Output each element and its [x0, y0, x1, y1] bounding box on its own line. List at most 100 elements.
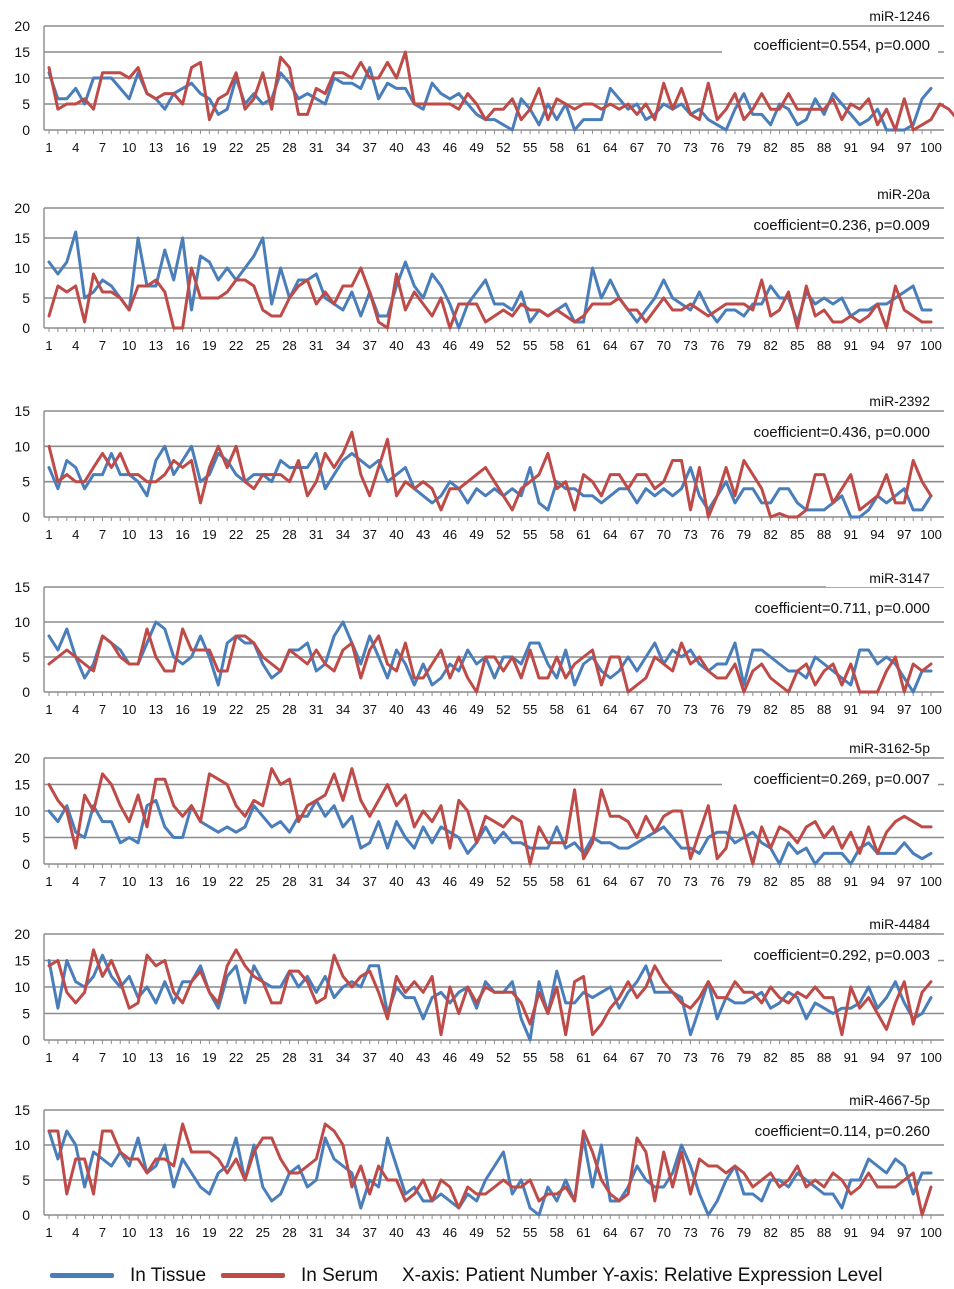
x-tick-label: 58 [550, 338, 564, 353]
x-tick-label: 4 [72, 702, 79, 717]
legend: In Tissue In Serum X-axis: Patient Numbe… [0, 1262, 954, 1289]
x-tick-label: 73 [683, 1225, 697, 1240]
chart-title: miR-4667-5p [849, 1092, 930, 1108]
x-tick-label: 79 [737, 1050, 751, 1065]
x-tick-label: 64 [603, 702, 617, 717]
series-line-serum [47, 948, 933, 1037]
x-tick-label: 10 [122, 1225, 136, 1240]
chart-panel: 0 5 10 15 20 1 4 7 10 13 16 19 22 25 28 31 34 37 40 43 46 49 5… [14, 8, 954, 155]
series-line-tissue [47, 953, 933, 1042]
x-tick-label: 64 [603, 874, 617, 889]
x-tick-label: 70 [656, 702, 670, 717]
x-tick-label: 67 [630, 338, 644, 353]
x-tick-label: 46 [443, 702, 457, 717]
x-tick-label: 19 [202, 140, 216, 155]
x-tick-label: 31 [309, 338, 323, 353]
annotation-background [722, 946, 938, 965]
chart-title: miR-3162-5p [849, 740, 930, 756]
annotation-background [722, 1122, 938, 1141]
series-line-serum [47, 1122, 933, 1217]
title-background [826, 8, 944, 25]
legend-label-serum: In Serum [301, 1264, 379, 1286]
x-tick-label: 40 [389, 140, 403, 155]
y-tick-label: 20 [14, 926, 30, 942]
y-tick-label: 15 [14, 44, 30, 60]
chart-annotation: coefficient=0.292, p=0.003 [753, 947, 930, 964]
y-tick-label: 5 [22, 290, 30, 306]
x-tick-label: 79 [737, 702, 751, 717]
x-tick-label: 49 [469, 1050, 483, 1065]
x-tick-label: 61 [576, 1225, 590, 1240]
x-tick-label: 1 [45, 1225, 52, 1240]
x-tick-label: 49 [469, 140, 483, 155]
y-tick-label: 5 [22, 649, 30, 665]
x-tick-label: 10 [122, 140, 136, 155]
chart-panel: 0 5 10 15 20 1 4 7 10 13 16 19 22 25 28 31 34 37 40 43 46 49 5… [14, 186, 944, 353]
x-tick-label: 73 [683, 702, 697, 717]
x-tick-label: 94 [870, 338, 884, 353]
x-tick-label: 43 [416, 140, 430, 155]
x-tick-label: 52 [496, 1225, 510, 1240]
x-tick-label: 16 [175, 702, 189, 717]
x-tick-label: 70 [656, 874, 670, 889]
x-tick-label: 61 [576, 338, 590, 353]
x-tick-label: 100 [920, 702, 942, 717]
x-tick-label: 88 [817, 338, 831, 353]
x-tick-label: 40 [389, 527, 403, 542]
series-line-serum [47, 430, 933, 519]
x-tick-label: 22 [229, 527, 243, 542]
x-tick-label: 22 [229, 338, 243, 353]
x-tick-label: 88 [817, 702, 831, 717]
x-tick-label: 31 [309, 527, 323, 542]
x-tick-label: 25 [256, 702, 270, 717]
x-tick-label: 55 [523, 140, 537, 155]
legend-item-tissue: In Tissue [50, 1262, 206, 1289]
x-tick-label: 76 [710, 140, 724, 155]
x-tick-label: 46 [443, 338, 457, 353]
title-background [826, 393, 944, 410]
x-tick-label: 25 [256, 140, 270, 155]
x-tick-label: 28 [282, 338, 296, 353]
x-tick-label: 70 [656, 1225, 670, 1240]
x-tick-label: 13 [149, 1050, 163, 1065]
x-tick-label: 73 [683, 527, 697, 542]
x-tick-label: 94 [870, 527, 884, 542]
x-tick-label: 4 [72, 140, 79, 155]
x-tick-label: 55 [523, 527, 537, 542]
x-tick-label: 13 [149, 702, 163, 717]
chart-title: miR-2392 [869, 393, 930, 409]
x-tick-label: 85 [790, 140, 804, 155]
legend-item-serum: In Serum [221, 1262, 378, 1289]
x-tick-label: 4 [72, 1225, 79, 1240]
chart-annotation: coefficient=0.711, p=0.000 [755, 600, 930, 617]
x-tick-label: 13 [149, 338, 163, 353]
x-tick-label: 97 [897, 527, 911, 542]
x-tick-label: 37 [362, 140, 376, 155]
x-tick-label: 61 [576, 527, 590, 542]
y-tick-label: 0 [22, 856, 30, 872]
x-tick-label: 97 [897, 1050, 911, 1065]
x-tick-label: 40 [389, 1225, 403, 1240]
annotation-background [722, 599, 938, 618]
y-tick-label: 0 [22, 320, 30, 336]
title-background [826, 570, 944, 587]
x-tick-label: 16 [175, 527, 189, 542]
x-tick-label: 43 [416, 527, 430, 542]
x-tick-label: 10 [122, 1050, 136, 1065]
x-tick-label: 49 [469, 1225, 483, 1240]
x-tick-label: 13 [149, 874, 163, 889]
x-tick-label: 19 [202, 527, 216, 542]
x-tick-label: 82 [763, 702, 777, 717]
x-tick-label: 100 [920, 1050, 942, 1065]
x-tick-label: 1 [45, 527, 52, 542]
x-tick-label: 25 [256, 874, 270, 889]
x-tick-label: 88 [817, 1050, 831, 1065]
x-tick-label: 46 [443, 874, 457, 889]
x-tick-label: 7 [99, 140, 106, 155]
x-tick-label: 52 [496, 338, 510, 353]
x-tick-label: 82 [763, 527, 777, 542]
title-background [826, 1092, 944, 1109]
x-tick-label: 79 [737, 874, 751, 889]
x-tick-label: 58 [550, 874, 564, 889]
